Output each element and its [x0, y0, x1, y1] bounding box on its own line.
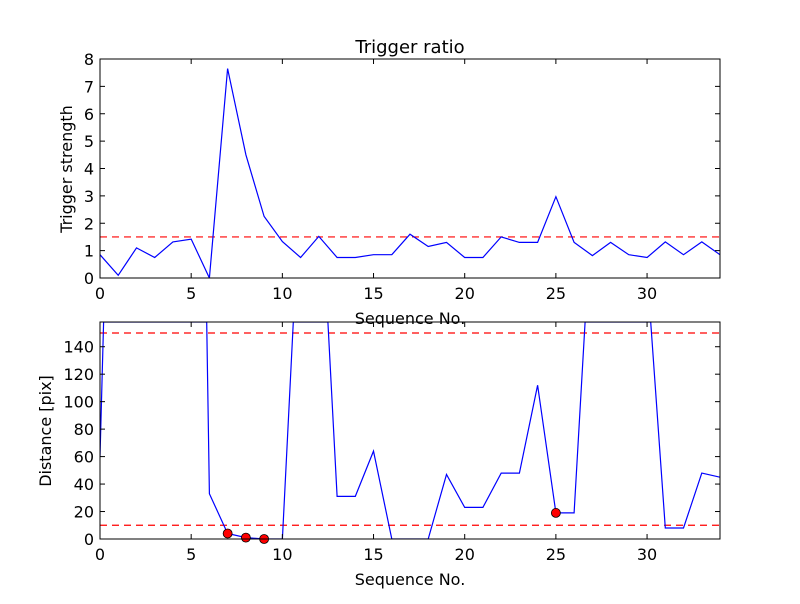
bottom-y-tick-label: 0: [84, 530, 94, 549]
top-x-tick-label: 25: [546, 284, 566, 303]
bottom-x-tick-label: 30: [637, 545, 657, 564]
bottom-x-axis-label: Sequence No.: [355, 570, 466, 589]
bottom-x-tick-label: 20: [455, 545, 475, 564]
top-y-tick-label: 7: [84, 77, 94, 96]
bottom-event-marker: [222, 528, 233, 539]
top-y-tick-label: 5: [84, 132, 94, 151]
bottom-x-tick-label: 10: [272, 545, 292, 564]
top-x-tick-label: 0: [95, 284, 105, 303]
bottom-x-tick-label: 5: [186, 545, 196, 564]
bottom-y-tick-label: 40: [74, 475, 94, 494]
top-y-tick-label: 2: [84, 214, 94, 233]
bottom-axes-frame: [99, 321, 721, 540]
top-x-tick-label: 5: [186, 284, 196, 303]
top-y-tick-label: 8: [84, 50, 94, 69]
top-y-tick-label: 6: [84, 105, 94, 124]
top-x-tick-label: 15: [363, 284, 383, 303]
distance-subplot: Distance [pix] Sequence No. 0 5 10 15 20 25 30…: [36, 321, 721, 589]
top-y-tick-label: 3: [84, 187, 94, 206]
bottom-x-tick-label: 0: [95, 545, 105, 564]
top-y-tick-label: 4: [84, 160, 94, 179]
bottom-event-marker: [240, 532, 251, 543]
top-x-tick-label: 30: [637, 284, 657, 303]
top-y-tick-label: 0: [84, 269, 94, 288]
bottom-y-tick-label: 80: [74, 420, 94, 439]
bottom-x-tick-label: 15: [363, 545, 383, 564]
top-y-tick-label: 1: [84, 242, 94, 261]
bottom-y-axis-label: Distance [pix]: [36, 375, 55, 487]
top-x-tick-label: 20: [455, 284, 475, 303]
trigger-ratio-subplot: Trigger ratio Trigger strength Sequence …: [57, 37, 721, 328]
bottom-y-tick-label: 20: [74, 503, 94, 522]
bottom-y-tick-label: 60: [74, 448, 94, 467]
top-chart-title: Trigger ratio: [354, 37, 464, 58]
top-x-axis-label: Sequence No.: [355, 309, 466, 328]
bottom-y-tick-label: 120: [63, 365, 94, 384]
bottom-x-tick-label: 25: [546, 545, 566, 564]
top-series-line: [100, 68, 720, 278]
top-y-axis-label: Trigger strength: [57, 105, 76, 234]
bottom-y-tick-label: 100: [63, 393, 94, 412]
top-x-tick-label: 10: [272, 284, 292, 303]
bottom-y-tick-label: 140: [63, 338, 94, 357]
bottom-event-marker: [550, 508, 561, 518]
